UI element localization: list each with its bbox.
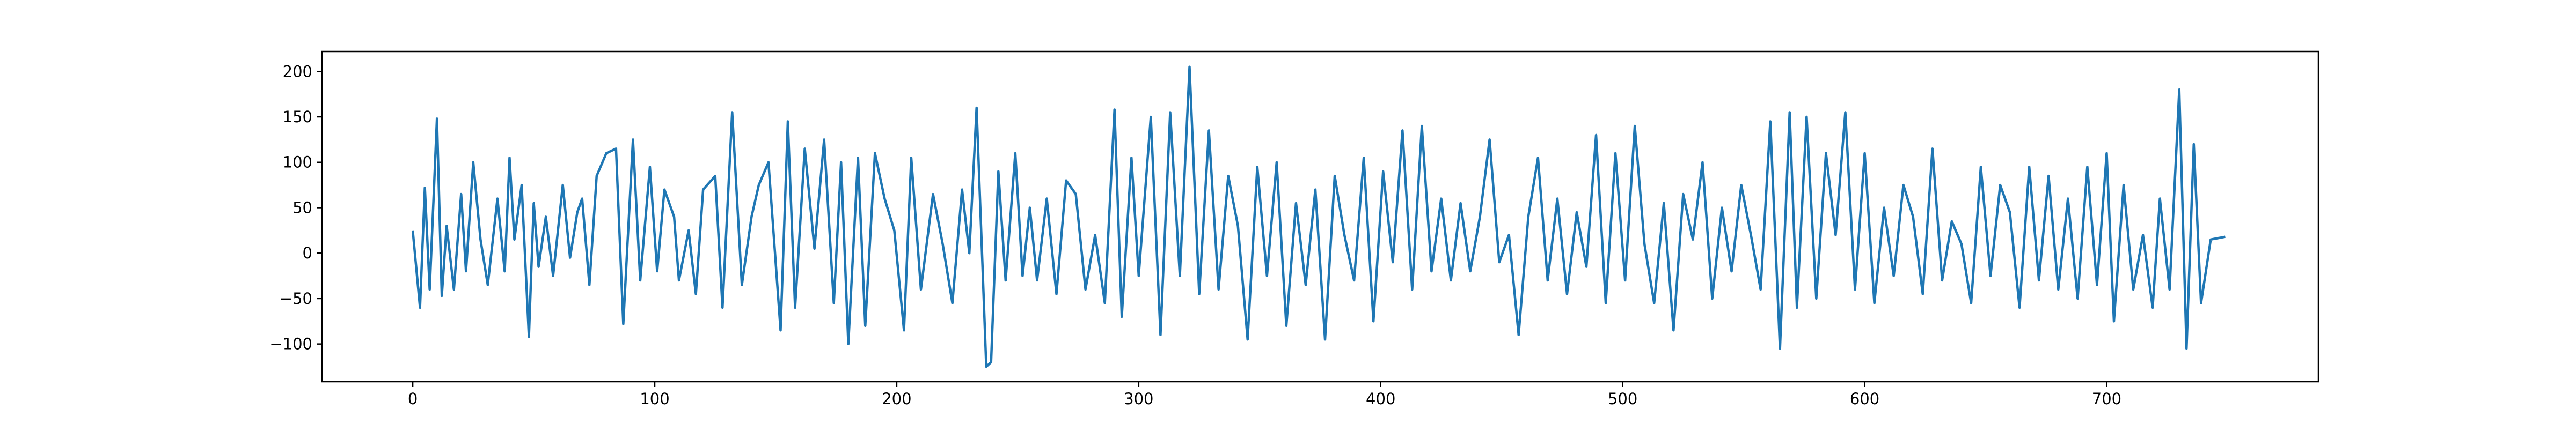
x-tick-label: 400	[1366, 390, 1395, 408]
y-tick-label: 50	[292, 198, 312, 217]
x-tick-label: 500	[1608, 390, 1637, 408]
series-line	[411, 65, 2226, 368]
y-tick-label: 200	[283, 62, 312, 80]
y-tick-label: 0	[303, 244, 312, 262]
x-tick-label: 0	[408, 390, 418, 408]
x-tick-label: 100	[640, 390, 669, 408]
y-tick-label: 100	[283, 153, 312, 172]
y-tick-label: −50	[280, 289, 312, 308]
x-tick-label: 300	[1124, 390, 1153, 408]
x-tick-label: 600	[1850, 390, 1879, 408]
plot-area	[411, 65, 2226, 368]
x-tick-label: 700	[2092, 390, 2121, 408]
y-tick-label: 150	[283, 108, 312, 126]
axes-frame	[321, 50, 2319, 383]
y-tick-label: −100	[269, 335, 312, 353]
x-tick-label: 200	[882, 390, 911, 408]
axes: 0 100 200 300 400 500 600 700 −100 −50 0 50 100 150 20…	[269, 50, 2319, 408]
